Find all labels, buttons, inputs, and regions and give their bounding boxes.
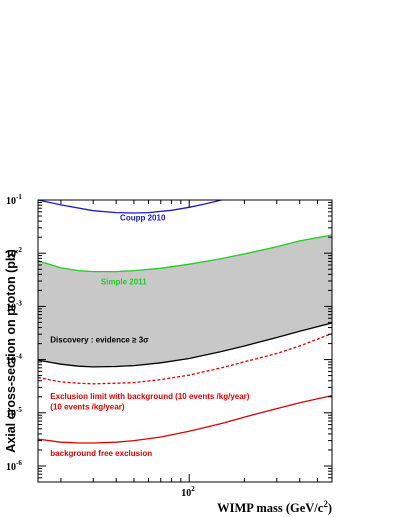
bg-free-label: background free exclusion — [50, 449, 152, 458]
simple-label: Simple 2011 — [101, 277, 147, 286]
series-line-2 — [38, 322, 332, 368]
series-line-3 — [38, 332, 332, 385]
y-tick-label: 10-5 — [6, 406, 22, 420]
exclusion-bg-label-2: (10 events /kg/year) — [50, 403, 125, 412]
discovery-shaded-region — [38, 235, 332, 367]
axis-ticks: 10-6 10-5 10-4 10-3 10-2 10-1 102 — [6, 193, 333, 499]
coupp-label: Coupp 2010 — [120, 214, 166, 223]
plot-frame — [37, 199, 333, 483]
discovery-label: Discovery : evidence ≥ 3σ — [50, 335, 149, 344]
x-axis-title-sup: 2 — [323, 499, 328, 509]
x-axis-title-main: WIMP mass (GeV/c — [217, 501, 324, 515]
y-tick-label: 10-1 — [6, 193, 22, 207]
y-tick-label: 10-3 — [6, 299, 22, 313]
x-axis-title: WIMP mass (GeV/c2) — [217, 499, 332, 515]
series-line-1 — [38, 234, 332, 273]
y-tick-label: 10-2 — [6, 246, 22, 260]
x-axis-title-end: ) — [328, 501, 332, 515]
x-tick-label: 102 — [181, 485, 195, 499]
series-line-4 — [38, 394, 332, 444]
y-tick-label: 10-4 — [6, 353, 22, 367]
series-line-0 — [38, 200, 222, 214]
y-tick-label: 10-6 — [6, 459, 22, 473]
exclusion-bg-label-1: Exclusion limit with background (10 even… — [50, 392, 250, 401]
y-axis-title: Axial cross-section on proton (pb) — [4, 249, 18, 453]
plot-area — [38, 200, 332, 444]
